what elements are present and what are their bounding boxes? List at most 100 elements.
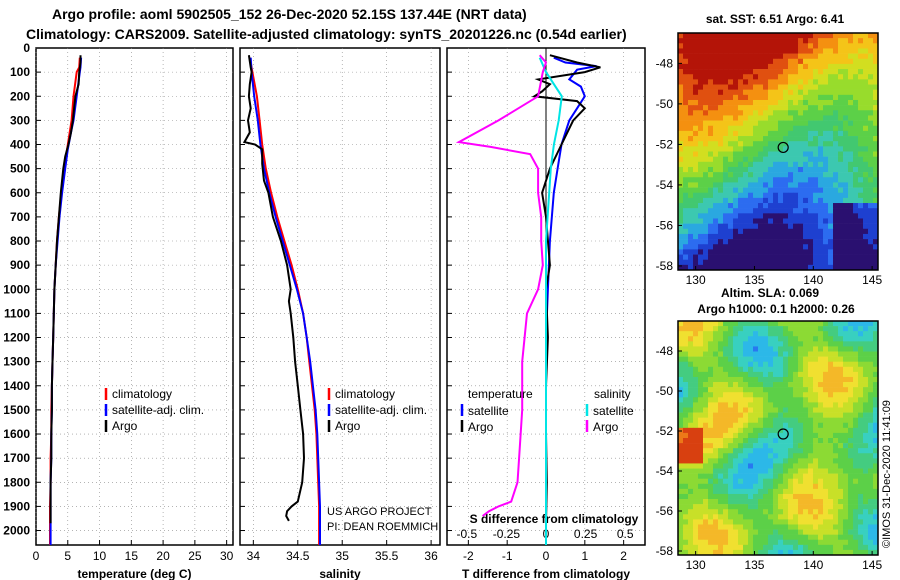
sst-map-cell <box>743 192 749 199</box>
sst-map-cell <box>853 130 859 137</box>
sla-map-cell <box>728 366 734 373</box>
sst-map-cell <box>818 177 824 183</box>
sla-map-cell <box>728 544 734 551</box>
sst-map-cell <box>728 254 734 260</box>
sla-map-cell <box>848 448 854 454</box>
sla-map-cell <box>743 336 749 342</box>
sst-map-cell <box>723 110 729 116</box>
sla-map-cell <box>848 458 854 464</box>
sst-map-cell <box>783 58 789 65</box>
sla-map-cell <box>818 504 824 510</box>
sla-map-cell <box>783 417 789 424</box>
sla-map-cell <box>868 448 874 454</box>
sla-map-cell <box>793 458 799 464</box>
sla-map-cell <box>678 361 684 368</box>
sla-map-cell <box>733 534 739 541</box>
sst-map-cell <box>688 203 694 209</box>
sla-map-cell <box>793 402 799 408</box>
sla-map-cell <box>848 544 854 551</box>
sla-map-cell <box>873 458 879 464</box>
sst-map-cell <box>718 110 724 116</box>
sst-map-cell <box>708 79 714 85</box>
sst-map-cell <box>743 203 749 209</box>
sla-map-cell <box>738 351 744 357</box>
sla-map-cell <box>873 483 879 490</box>
sla-map-cell <box>743 321 749 327</box>
sla-map-cell <box>728 356 734 362</box>
sst-map-cell <box>808 187 814 194</box>
sla-map-cell <box>803 376 809 383</box>
sla-map-cell <box>853 529 859 535</box>
depth-tick-label: 1200 <box>3 331 30 345</box>
sla-map-cell <box>678 371 684 378</box>
sla-map-cell <box>828 382 834 388</box>
sst-map-cell <box>738 58 744 65</box>
sst-map-cell <box>853 259 859 266</box>
sla-map-cell <box>768 478 774 485</box>
sla-map-cell <box>753 387 759 393</box>
sst-map-cell <box>828 228 834 235</box>
sla-map-cell <box>708 483 714 490</box>
sla-map-cell <box>693 468 699 474</box>
sla-map-cell <box>833 351 839 357</box>
sla-map-cell <box>698 539 704 546</box>
sst-map-cell <box>723 172 729 178</box>
sla-map-cell <box>683 438 689 444</box>
sla-map-cell <box>778 356 784 362</box>
sla-map-cell <box>833 509 839 515</box>
sst-map-cell <box>853 99 859 106</box>
sst-map-cell <box>693 120 699 127</box>
sst-lat-tick-label: -48 <box>656 56 674 70</box>
sla-map-cell <box>868 366 874 373</box>
sla-map-cell <box>828 514 834 520</box>
sst-map-cell <box>708 115 714 121</box>
sla-map-cell <box>833 397 839 403</box>
sst-map-cell <box>858 94 864 101</box>
sla-map-cell <box>853 448 859 454</box>
sla-map-cell <box>813 539 819 546</box>
sla-map-cell <box>688 463 694 469</box>
sla-map-cell <box>723 382 729 388</box>
sst-map-cell <box>763 182 769 188</box>
sla-map-cell <box>693 371 699 378</box>
depth-tick-label: 900 <box>10 258 30 272</box>
sst-map-cell <box>838 69 844 75</box>
sla-map-cell <box>803 382 809 388</box>
sla-map-cell <box>873 468 879 474</box>
sla-map-cell <box>753 376 759 383</box>
sla-map-cell <box>838 407 844 413</box>
sst-map-cell <box>848 172 854 178</box>
sla-map-cell <box>778 331 784 337</box>
sst-map-cell <box>848 228 854 235</box>
sst-map-cell <box>783 69 789 75</box>
sst-map-cell <box>823 89 829 96</box>
sla-map-frame <box>677 320 879 556</box>
sla-map-cell <box>813 478 819 485</box>
sla-map-cell <box>753 397 759 403</box>
sla-map-cell <box>803 427 809 434</box>
sla-map-cell <box>783 356 789 362</box>
sla-map-cell <box>873 432 879 439</box>
sst-map-cell <box>758 192 764 199</box>
sst-map-cell <box>718 63 724 70</box>
sst-map-cell <box>773 192 779 199</box>
sla-map-cell <box>688 448 694 454</box>
sla-map-cell <box>803 478 809 485</box>
sla-map-cell <box>683 331 689 337</box>
sst-map-cell <box>758 244 764 250</box>
sla-map-cell <box>843 539 849 546</box>
sst-map-cell <box>748 115 754 121</box>
sst-map-cell <box>798 244 804 250</box>
sla-lat-tick-label: -52 <box>656 424 674 438</box>
sla-map-cell <box>823 483 829 490</box>
sst-map-cell <box>833 166 839 173</box>
sst-map-cell <box>698 244 704 250</box>
sla-map-cell <box>743 463 749 469</box>
sst-map-cell <box>788 228 794 235</box>
sla-map-cell <box>758 392 764 398</box>
sla-map-cell <box>723 356 729 362</box>
sla-map-cell <box>743 549 749 556</box>
sst-map-cell <box>763 38 769 44</box>
sst-map-cell <box>713 249 719 255</box>
depth-tick-label: 500 <box>10 162 30 176</box>
